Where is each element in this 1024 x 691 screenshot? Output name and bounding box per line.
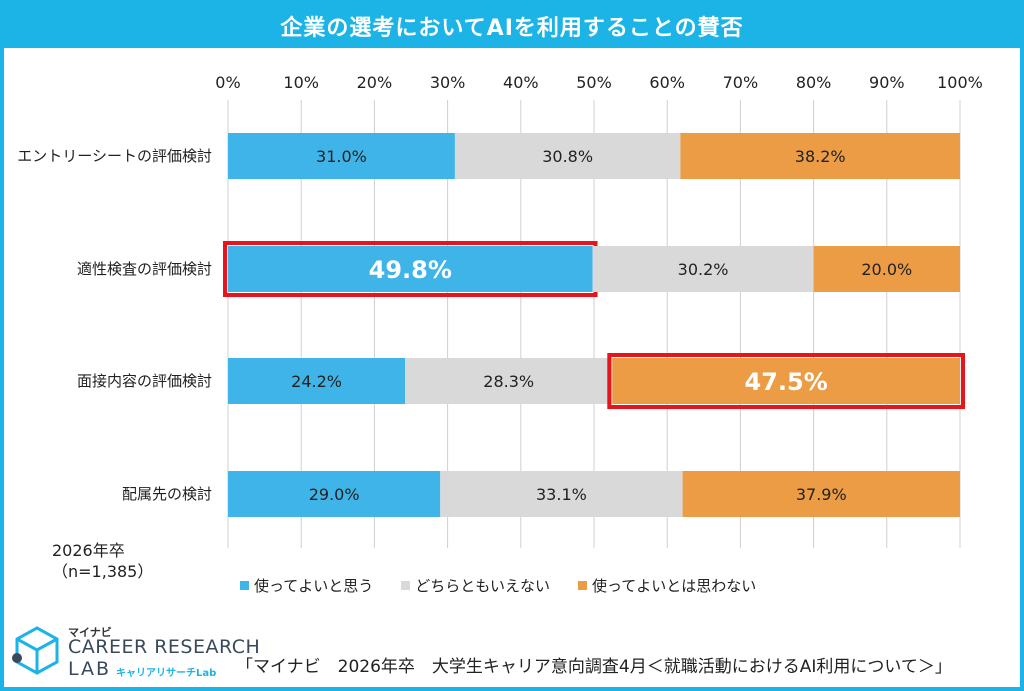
legend-label-agree: 使ってよいと思う (254, 577, 374, 595)
legend-label-disagree: 使ってよいとは思わない (591, 577, 757, 595)
bar-segment (440, 471, 683, 517)
sample-year: 2026年卒 (52, 541, 125, 560)
x-tick-label: 60% (649, 73, 685, 92)
legend-item-disagree: 使ってよいとは思わない (577, 575, 757, 596)
bar-value-label: 33.1% (536, 485, 587, 504)
source-citation: 「マイナビ 2026年卒 大学生キャリア意向調査4月＜就職活動におけるAI利用に… (236, 657, 952, 677)
bar-segment (405, 358, 613, 404)
bar-value-label: 31.0% (316, 147, 367, 166)
chart-title: 企業の選考においてAIを利用することの賛否 (4, 4, 1020, 48)
category-label: エントリーシートの評価検討 (17, 147, 212, 165)
bar-segment (228, 358, 406, 404)
logo-line2: LAB (68, 658, 112, 680)
legend-swatch-agree (240, 581, 249, 590)
bar-value-label: 28.3% (483, 372, 534, 391)
x-tick-label: 80% (796, 73, 832, 92)
x-tick-label: 100% (937, 73, 983, 92)
bar-segment (228, 133, 455, 179)
x-tick-label: 20% (357, 73, 393, 92)
bar-segment (682, 471, 960, 517)
career-research-lab-logo: マイナビ CAREER RESEARCH LAB キャリアリサーチLab (12, 620, 260, 680)
bar-value-label: 30.8% (542, 147, 593, 166)
bar-value-label: 47.5% (745, 368, 828, 396)
x-tick-label: 50% (576, 73, 612, 92)
x-tick-label: 10% (283, 73, 319, 92)
bar-value-label: 30.2% (678, 260, 729, 279)
x-tick-label: 0% (215, 73, 240, 92)
bar-segment (813, 246, 960, 292)
x-tick-label: 90% (869, 73, 905, 92)
sample-note: 2026年卒 （n=1,385） (52, 540, 153, 582)
logo-brand: マイナビ (68, 626, 112, 639)
bar-segment (612, 358, 960, 404)
legend: 使ってよいと思う どちらともいえない 使ってよいとは思わない (240, 575, 756, 596)
category-label: 面接内容の評価検討 (77, 372, 212, 390)
highlight-box (607, 353, 965, 409)
legend-label-neutral: どちらともいえない (415, 577, 550, 595)
bar-segment (454, 133, 681, 179)
cube-logo-icon (12, 626, 59, 675)
logo-line1: CAREER RESEARCH (68, 636, 261, 658)
bar-segment (680, 133, 960, 179)
bar-segment (228, 471, 441, 517)
bar-segment (592, 246, 814, 292)
legend-item-agree: 使ってよいと思う (240, 575, 373, 596)
category-label: 配属先の検討 (122, 485, 212, 503)
x-tick-label: 40% (503, 73, 539, 92)
bar-value-label: 37.9% (796, 485, 847, 504)
legend-swatch-disagree (577, 581, 587, 590)
bar-value-label: 49.8% (369, 256, 452, 284)
bar-value-label: 20.0% (861, 260, 912, 279)
x-tick-label: 70% (723, 73, 759, 92)
bar-value-label: 24.2% (291, 372, 342, 391)
legend-swatch-neutral (401, 581, 411, 590)
x-tick-label: 30% (430, 73, 466, 92)
bar-segment (228, 246, 593, 292)
logo-sub: キャリアリサーチLab (116, 668, 217, 679)
sample-size: （n=1,385） (52, 562, 154, 581)
bar-value-label: 38.2% (795, 147, 846, 166)
legend-item-neutral: どちらともいえない (401, 575, 550, 596)
bar-value-label: 29.0% (309, 485, 360, 504)
category-label: 適性検査の評価検討 (77, 260, 212, 278)
